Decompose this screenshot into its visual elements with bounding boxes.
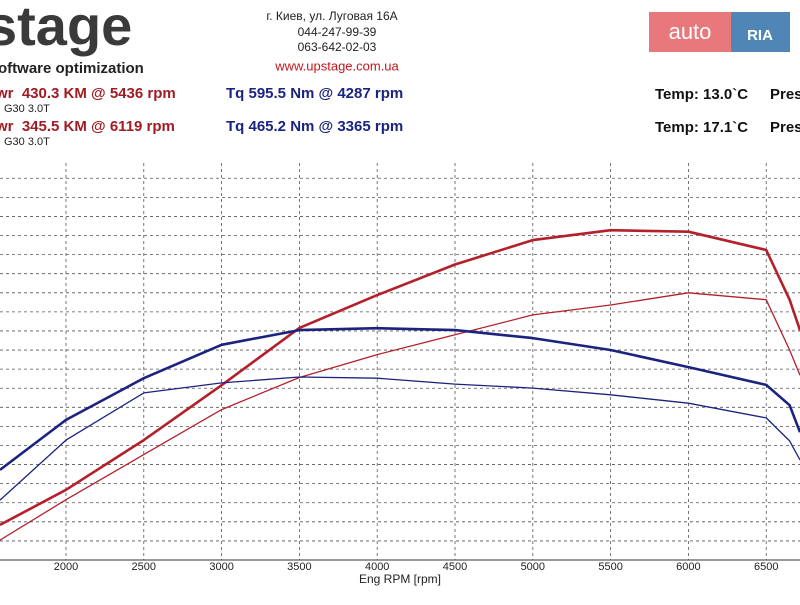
- website: www.upstage.com.ua: [274, 58, 399, 73]
- x-tick-label: 4000: [365, 561, 389, 573]
- x-tick-label: 3500: [287, 561, 311, 573]
- torque-summary: Tq 465.2 Nm @ 3365 rpm: [226, 118, 403, 135]
- badge-text: RIA: [747, 27, 773, 44]
- badge-text: auto: [669, 19, 712, 44]
- curve: [0, 228, 800, 527]
- curve: [0, 326, 800, 471]
- badge-left: [649, 12, 731, 52]
- phone: 063-642-02-03: [298, 40, 377, 54]
- x-tick-label: 2000: [54, 561, 78, 573]
- x-tick-label: 3000: [209, 561, 233, 573]
- address: г. Киев, ул. Луговая 16А: [266, 9, 397, 23]
- logo: stage: [0, 0, 132, 57]
- tagline: oftware optimization: [0, 60, 144, 77]
- curve: [0, 292, 800, 541]
- x-tick-label: 2500: [132, 561, 156, 573]
- temp: Temp: 17.1`C: [655, 119, 748, 136]
- pres: Pres: [770, 119, 800, 136]
- car: G30 3.0T: [4, 103, 50, 115]
- x-axis-label: Eng RPM [rpm]: [359, 572, 441, 586]
- x-tick-label: 4500: [443, 561, 467, 573]
- curve: [0, 376, 800, 501]
- power-summary: wr 430.3 KM @ 5436 rpm: [0, 85, 176, 102]
- power-summary: wr 345.5 KM @ 6119 rpm: [0, 118, 175, 135]
- phone: 044-247-99-39: [298, 25, 377, 39]
- x-tick-label: 5500: [598, 561, 622, 573]
- x-tick-label: 5000: [521, 561, 545, 573]
- badge-right: [731, 12, 790, 52]
- x-tick-label: 6500: [754, 561, 778, 573]
- temp: Temp: 13.0`C: [655, 86, 748, 103]
- torque-summary: Tq 595.5 Nm @ 4287 rpm: [226, 85, 403, 102]
- pres: Pres: [770, 86, 800, 103]
- x-tick-label: 6000: [676, 561, 700, 573]
- car: G30 3.0T: [4, 136, 50, 148]
